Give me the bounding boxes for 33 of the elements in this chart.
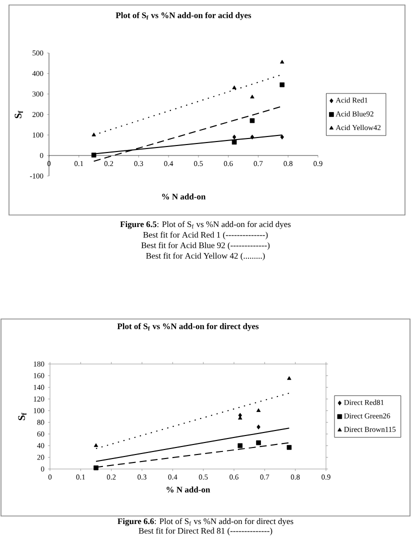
text: Best fit for Acid Yellow 42 (.........) — [146, 252, 265, 260]
point — [287, 376, 292, 380]
line-series — [95, 428, 290, 462]
point — [232, 85, 236, 90]
x-axis-title: % N add-on — [162, 194, 206, 200]
point — [256, 424, 260, 430]
point — [256, 408, 261, 412]
point — [250, 118, 255, 124]
text: Best fit for Acid Blue 92 (-------------) — [141, 242, 270, 250]
point — [280, 82, 285, 88]
point — [256, 440, 261, 446]
point — [280, 60, 284, 64]
point — [286, 445, 292, 450]
point — [280, 134, 284, 140]
text: Best fit for Acid Red 1 (--------------) — [143, 232, 268, 240]
line-series — [95, 392, 290, 450]
y-axis-title: S$_{f}$ — [18, 412, 26, 420]
point — [232, 134, 236, 140]
point — [94, 443, 98, 447]
text: Figure 6.5: Plot of S$_{f}$ vs %N add-on for acid dyes — [120, 221, 291, 229]
point — [250, 94, 254, 98]
point — [94, 465, 98, 470]
text: Figure 6.6: Plot of S$_{f}$ vs %N add-on for direct dyes — [118, 518, 294, 526]
point — [92, 132, 96, 136]
x-axis-title: % N add-on — [166, 486, 210, 493]
chart-title: Plot of S$_{f}$ vs %N add-on for direct dyes — [117, 323, 259, 331]
point — [91, 152, 96, 158]
point — [238, 443, 243, 448]
point — [232, 140, 237, 145]
y-axis-title: S$_{f}$ — [14, 110, 23, 118]
chart-title: Plot of S$_{f}$ vs %N add-on for acid dyes — [116, 12, 252, 20]
point — [250, 134, 254, 140]
text: Best fit for Direct Red 81 (--------------) — [138, 528, 272, 536]
